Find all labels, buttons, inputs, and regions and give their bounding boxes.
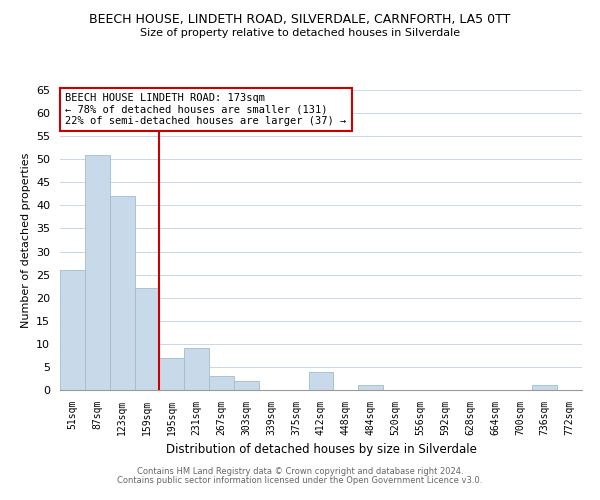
Text: Size of property relative to detached houses in Silverdale: Size of property relative to detached ho… — [140, 28, 460, 38]
Bar — [532, 386, 557, 390]
Bar — [134, 288, 160, 390]
Text: Contains public sector information licensed under the Open Government Licence v3: Contains public sector information licen… — [118, 476, 482, 485]
Bar — [234, 381, 259, 390]
Bar — [85, 154, 110, 390]
Bar — [160, 358, 184, 390]
Bar — [110, 196, 134, 390]
Bar — [209, 376, 234, 390]
Text: Contains HM Land Registry data © Crown copyright and database right 2024.: Contains HM Land Registry data © Crown c… — [137, 467, 463, 476]
X-axis label: Distribution of detached houses by size in Silverdale: Distribution of detached houses by size … — [166, 444, 476, 456]
Bar — [308, 372, 334, 390]
Bar — [184, 348, 209, 390]
Text: BEECH HOUSE, LINDETH ROAD, SILVERDALE, CARNFORTH, LA5 0TT: BEECH HOUSE, LINDETH ROAD, SILVERDALE, C… — [89, 12, 511, 26]
Bar — [60, 270, 85, 390]
Text: BEECH HOUSE LINDETH ROAD: 173sqm
← 78% of detached houses are smaller (131)
22% : BEECH HOUSE LINDETH ROAD: 173sqm ← 78% o… — [65, 93, 346, 126]
Bar — [358, 386, 383, 390]
Y-axis label: Number of detached properties: Number of detached properties — [20, 152, 31, 328]
